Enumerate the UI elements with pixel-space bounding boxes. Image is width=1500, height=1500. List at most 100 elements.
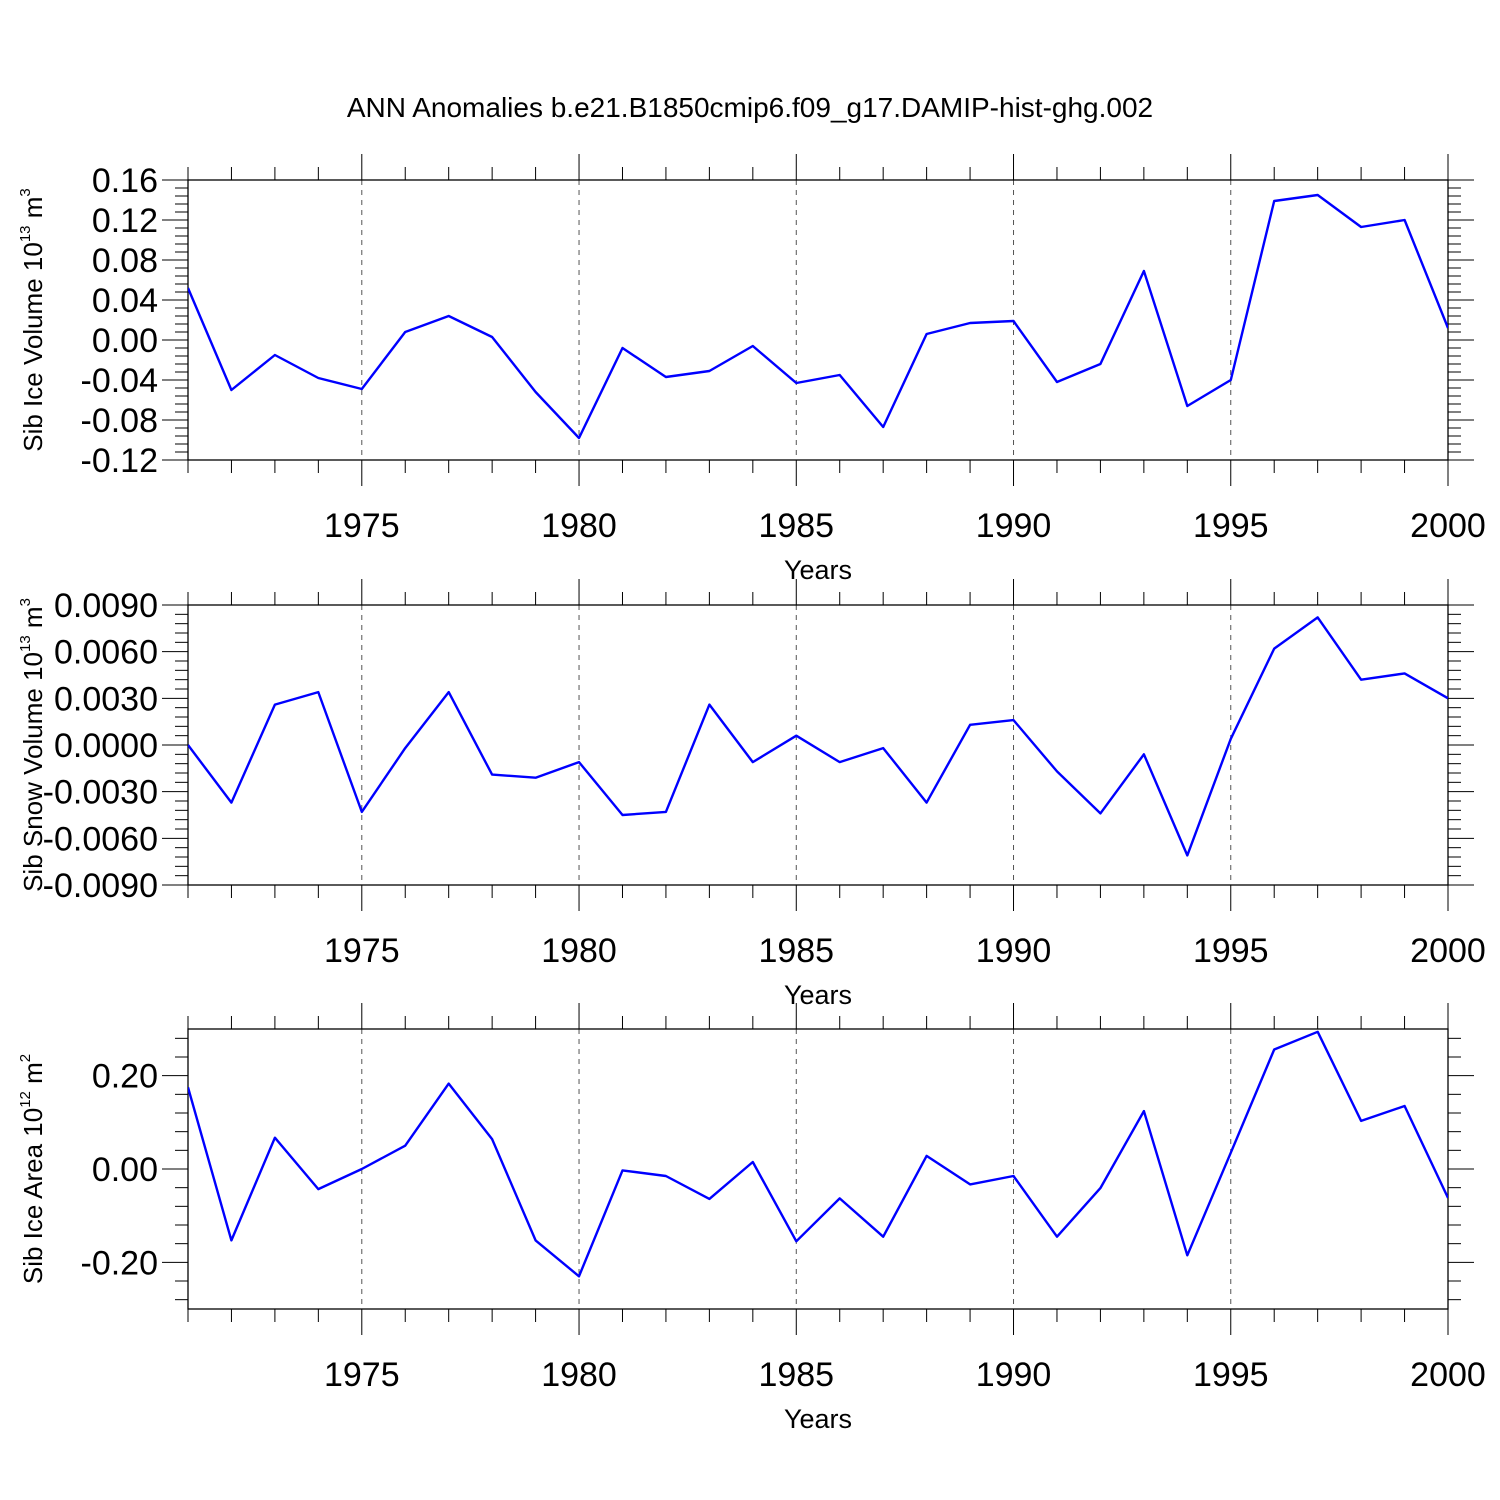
y-axis-label-text: m — [18, 606, 48, 635]
data-point — [837, 373, 842, 378]
data-point — [1359, 225, 1364, 230]
y-axis-label-superscript: 13 — [17, 635, 34, 652]
data-point — [359, 1167, 364, 1172]
data-point — [1141, 752, 1146, 757]
data-point — [1054, 769, 1059, 774]
y-tick-label: -0.08 — [81, 402, 159, 440]
data-point — [750, 1160, 755, 1165]
data-point — [1272, 1047, 1277, 1052]
x-axis-label: Years — [784, 1404, 852, 1434]
data-point — [1185, 404, 1190, 409]
data-point — [1228, 1150, 1233, 1155]
chart-panel-3: -0.20 0.00 0.20 1975 1980 1985 1990 1995 2000 Yea… — [17, 1003, 1486, 1434]
data-point — [403, 1143, 408, 1148]
data-point — [272, 1135, 277, 1140]
x-tick-label: 1985 — [758, 932, 834, 970]
y-axis-label-superscript: 12 — [17, 1091, 34, 1108]
y-tick-label: -0.12 — [81, 442, 159, 480]
data-point — [1272, 199, 1277, 204]
y-axis-label-text: m — [18, 1062, 48, 1091]
data-point — [750, 344, 755, 349]
data-point — [750, 760, 755, 765]
data-point — [1446, 696, 1451, 701]
x-tick-label: 1985 — [758, 507, 834, 545]
data-point — [968, 1182, 973, 1187]
data-point — [186, 1085, 191, 1090]
data-point — [620, 813, 625, 818]
data-point — [1228, 378, 1233, 383]
data-point — [186, 743, 191, 748]
data-point — [1315, 615, 1320, 620]
data-point — [1011, 718, 1016, 723]
data-point — [881, 746, 886, 751]
data-point — [1359, 677, 1364, 682]
data-point — [1098, 362, 1103, 367]
data-point — [1402, 671, 1407, 676]
data-point — [577, 436, 582, 441]
y-tick-label: 0.00 — [92, 322, 158, 360]
data-point — [924, 800, 929, 805]
x-tick-label: 1980 — [541, 932, 617, 970]
chart-panel-1: -0.12-0.08-0.040.000.040.080.120.16 1975 1… — [17, 154, 1486, 585]
y-axis-label-text: Sib Snow Volume 10 — [18, 652, 48, 892]
x-tick-label: 2000 — [1410, 932, 1486, 970]
data-point — [1141, 1109, 1146, 1114]
data-point — [1011, 319, 1016, 324]
y-axis-label-text: m — [18, 197, 48, 226]
series-line — [188, 616, 1448, 857]
data-point — [663, 1174, 668, 1179]
x-tick-label: 1995 — [1193, 932, 1269, 970]
data-point — [577, 1274, 582, 1279]
data-point — [663, 375, 668, 380]
data-point — [881, 425, 886, 430]
data-point — [968, 321, 973, 326]
y-tick-label: -0.20 — [81, 1244, 159, 1282]
y-tick-label: 0.0030 — [54, 680, 158, 718]
y-axis-label-superscript: 13 — [17, 225, 34, 242]
data-point — [1359, 1118, 1364, 1123]
data-point — [620, 346, 625, 351]
data-point — [1315, 193, 1320, 198]
y-tick-label: -0.0090 — [43, 867, 158, 905]
y-axis-label: Sib Ice Area 1012 m2 — [17, 1054, 48, 1284]
data-point — [1054, 380, 1059, 385]
data-point — [403, 330, 408, 335]
y-tick-label: 0.00 — [92, 1151, 158, 1189]
y-tick-label: 0.0000 — [54, 727, 158, 765]
y-axis-label-superscript: 3 — [17, 188, 34, 196]
x-tick-label: 1975 — [324, 932, 400, 970]
data-point — [533, 775, 538, 780]
y-axis-label-superscript: 3 — [17, 598, 34, 606]
y-axis-label-superscript: 2 — [17, 1054, 34, 1062]
data-point — [533, 390, 538, 395]
data-point — [186, 286, 191, 291]
x-tick-label: 1995 — [1193, 1356, 1269, 1394]
data-point — [1228, 736, 1233, 741]
x-tick-label: 1975 — [324, 1356, 400, 1394]
data-point — [1098, 1186, 1103, 1191]
x-axis-label: Years — [784, 555, 852, 585]
y-tick-label: 0.08 — [92, 242, 158, 280]
data-point — [1402, 218, 1407, 223]
data-point — [490, 772, 495, 777]
y-tick-label: -0.04 — [81, 362, 159, 400]
y-tick-label: 0.20 — [92, 1058, 158, 1096]
data-point — [1446, 326, 1451, 331]
y-tick-label: -0.0060 — [43, 820, 158, 858]
x-tick-label: 1990 — [976, 1356, 1052, 1394]
y-axis-label: Sib Ice Volume 1013 m3 — [17, 188, 48, 452]
x-tick-label: 1995 — [1193, 507, 1269, 545]
x-axis-label: Years — [784, 980, 852, 1010]
data-point — [1185, 853, 1190, 858]
data-point — [1272, 646, 1277, 651]
data-point — [316, 376, 321, 381]
y-tick-label: 0.12 — [92, 202, 158, 240]
x-tick-label: 1980 — [541, 507, 617, 545]
x-tick-label: 2000 — [1410, 1356, 1486, 1394]
x-tick-label: 1980 — [541, 1356, 617, 1394]
plot-frame — [187, 1028, 1449, 1310]
series-line — [188, 1030, 1448, 1278]
data-point — [707, 369, 712, 374]
data-point — [446, 690, 451, 695]
data-point — [272, 702, 277, 707]
